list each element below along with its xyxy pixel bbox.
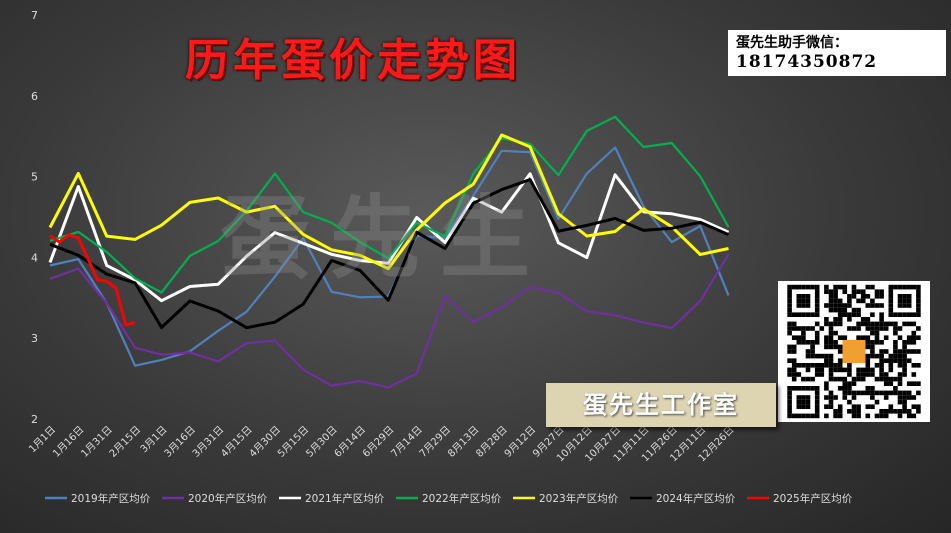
y-tick-label: 4 <box>31 251 38 264</box>
y-tick-label: 5 <box>31 171 38 184</box>
watermark: 蛋先生 <box>220 186 550 291</box>
legend-label: 2024年产区均价 <box>656 492 736 505</box>
y-tick-label: 7 <box>31 9 38 22</box>
legend-label: 2025年产区均价 <box>773 492 853 505</box>
series-line-2021年产区均价 <box>48 172 730 303</box>
wechat-contact-box: 蛋先生助手微信： 18174350872 <box>728 30 946 76</box>
qr-code-image <box>778 281 930 422</box>
series-line-2025年产区均价 <box>49 233 136 327</box>
chart-title: 历年蛋价走势图 <box>185 35 521 86</box>
y-tick-label: 2 <box>31 413 38 426</box>
series-line-2024年产区均价 <box>49 178 730 330</box>
qr-logo-icon <box>842 340 866 363</box>
x-tick-label: 2月15日 <box>107 424 143 460</box>
y-tick-label: 3 <box>31 332 38 345</box>
legend-label: 2019年产区均价 <box>71 492 151 505</box>
y-tick-label: 6 <box>31 90 38 103</box>
wechat-label: 蛋先生助手微信： <box>736 35 848 51</box>
legend-label: 2021年产区均价 <box>305 492 385 505</box>
wechat-number: 18174350872 <box>736 52 878 72</box>
legend-label: 2023年产区均价 <box>539 492 619 505</box>
legend-label: 2020年产区均价 <box>188 492 268 505</box>
legend-label: 2022年产区均价 <box>422 492 502 505</box>
series-line-2020年产区均价 <box>49 253 730 389</box>
series-line-2023年产区均价 <box>48 133 729 271</box>
studio-badge: 蛋先生工作室 <box>546 383 776 427</box>
series-line-2022年产区均价 <box>49 115 730 294</box>
